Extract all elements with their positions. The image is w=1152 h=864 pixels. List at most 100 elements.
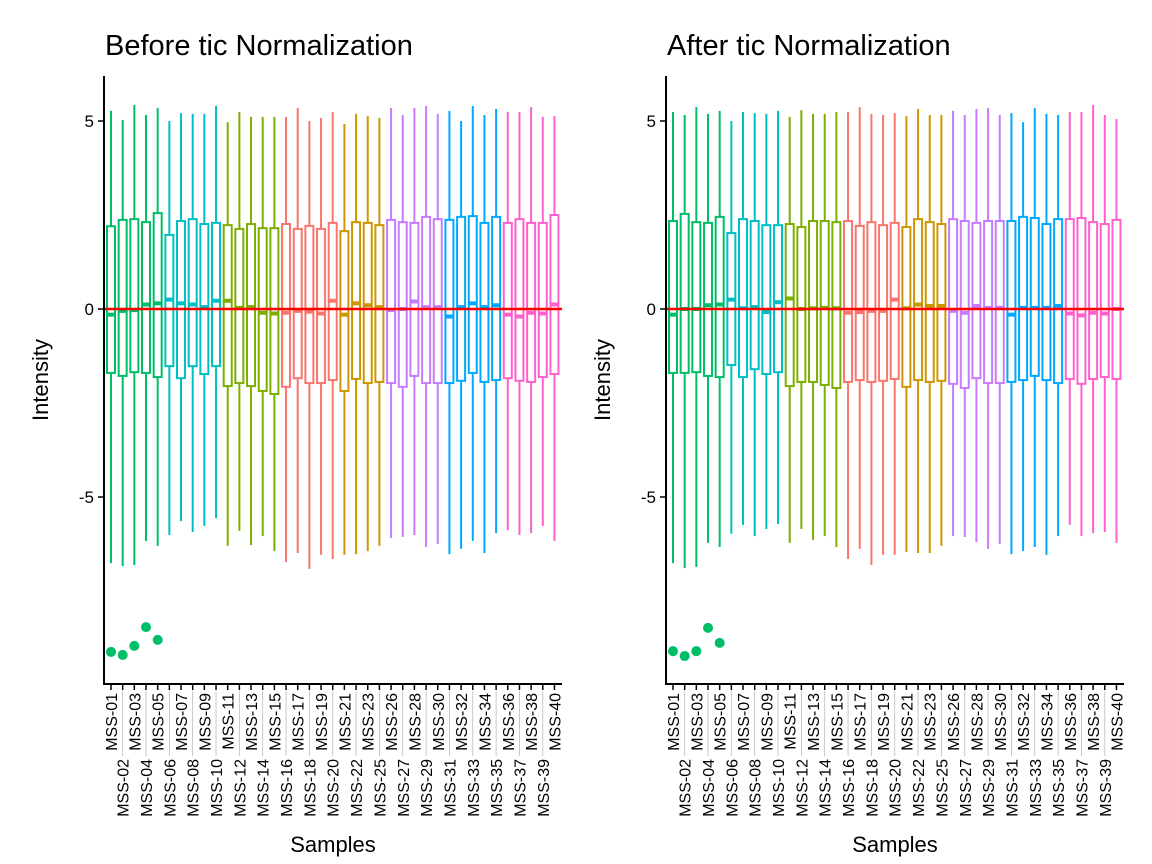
boxplot-MSS-38 [1088, 104, 1099, 534]
x-tick-label: MSS-35 [1051, 759, 1068, 817]
box [936, 223, 947, 382]
x-tick-label: MSS-11 [783, 693, 800, 750]
x-tick-label: MSS-21 [899, 693, 916, 751]
boxplot-MSS-35 [491, 108, 502, 534]
box [691, 221, 702, 374]
box [1076, 217, 1087, 385]
boxplot-MSS-08 [749, 113, 760, 537]
boxplot-MSS-10 [211, 105, 222, 519]
boxplot-MSS-28 [971, 108, 982, 543]
box [269, 227, 280, 395]
boxplot-MSS-01 [106, 110, 116, 564]
x-tick-label: MSS-34 [1039, 693, 1056, 751]
box [479, 221, 490, 383]
box [432, 218, 443, 385]
box [456, 215, 467, 382]
x-tick-label: MSS-39 [1098, 759, 1115, 817]
x-tick-label: MSS-23 [923, 693, 940, 751]
x-tick-label: MSS-30 [993, 693, 1010, 751]
y-axis-label: Intensity [590, 339, 615, 421]
y-tick-label: 5 [85, 112, 94, 131]
x-tick-label: MSS-22 [911, 759, 928, 817]
box [983, 220, 994, 385]
x-tick-label: MSS-25 [372, 759, 389, 817]
box [1041, 223, 1052, 382]
box [843, 220, 854, 383]
x-tick-label: MSS-26 [384, 693, 401, 751]
box [959, 220, 970, 389]
x-tick-label: MSS-25 [934, 759, 951, 817]
box [1018, 215, 1029, 382]
boxplot-MSS-06 [164, 121, 175, 535]
outlier-point [152, 634, 163, 645]
boxplot-MSS-14 [257, 116, 268, 537]
boxplot-MSS-40 [549, 116, 560, 541]
boxplot-MSS-32 [456, 121, 467, 549]
x-tick-label: MSS-30 [431, 693, 448, 751]
panel-title: Before tic Normalization [105, 30, 413, 62]
boxplot-MSS-33 [1029, 107, 1040, 548]
boxplot-MSS-11 [222, 122, 233, 546]
x-tick-label: MSS-21 [337, 693, 354, 751]
x-tick-label: MSS-10 [209, 759, 226, 817]
outlier-point [141, 622, 152, 633]
outlier-point [106, 646, 116, 657]
boxplot-MSS-22 [351, 113, 362, 555]
x-tick-label: MSS-15 [267, 693, 284, 751]
boxplot-MSS-21 [901, 116, 912, 552]
box [117, 218, 128, 377]
outlier-point [691, 646, 702, 657]
outlier-point [703, 622, 714, 633]
x-tick-label: MSS-08 [748, 759, 765, 817]
box [854, 224, 865, 382]
x-tick-label: MSS-01 [666, 693, 683, 751]
x-tick-label: MSS-38 [524, 693, 541, 751]
x-tick-label: MSS-19 [876, 693, 893, 751]
boxplot-MSS-01 [668, 111, 678, 564]
boxplot-MSS-39 [537, 116, 548, 526]
box [749, 220, 760, 371]
x-tick-label: MSS-17 [291, 693, 308, 751]
box [948, 218, 959, 385]
boxplot-MSS-40 [1111, 119, 1122, 543]
x-tick-label: MSS-03 [127, 693, 144, 751]
boxplot-MSS-34 [479, 114, 490, 554]
boxplot-MSS-36 [1064, 111, 1075, 525]
box [374, 224, 385, 383]
x-tick-label: MSS-11 [221, 693, 238, 750]
box [1006, 220, 1017, 383]
x-tick-label: MSS-14 [818, 759, 835, 817]
boxplot-MSS-02 [679, 114, 690, 569]
box [246, 223, 257, 388]
boxplot-MSS-26 [948, 110, 959, 537]
y-tick-label: 5 [647, 112, 656, 131]
box [491, 215, 502, 382]
boxplot-MSS-29 [421, 105, 432, 548]
x-tick-label: MSS-14 [256, 759, 273, 817]
x-tick-label: MSS-32 [454, 693, 471, 751]
box [176, 220, 187, 380]
box [878, 224, 889, 382]
outlier-point [668, 646, 678, 657]
box [668, 220, 678, 374]
boxplot-MSS-16 [843, 111, 854, 560]
x-tick-label: MSS-34 [477, 693, 494, 751]
x-tick-label: MSS-12 [232, 759, 249, 817]
x-tick-label: MSS-02 [116, 759, 133, 817]
boxplot-MSS-04 [703, 113, 714, 543]
outlier-point [679, 651, 690, 662]
box [703, 221, 714, 377]
x-axis-label: Samples [290, 832, 376, 857]
x-tick-label: MSS-19 [314, 693, 331, 751]
box [514, 218, 525, 382]
x-tick-label: MSS-09 [759, 693, 776, 751]
x-tick-label: MSS-39 [536, 759, 553, 817]
panel-after: After tic Normalization Intensity Sample… [590, 30, 1126, 857]
x-tick-label: MSS-20 [326, 759, 343, 817]
outlier-point [129, 640, 140, 651]
box [211, 221, 222, 368]
x-tick-label: MSS-31 [1004, 759, 1021, 817]
box [784, 223, 795, 388]
y-tick-label: -5 [79, 488, 94, 507]
